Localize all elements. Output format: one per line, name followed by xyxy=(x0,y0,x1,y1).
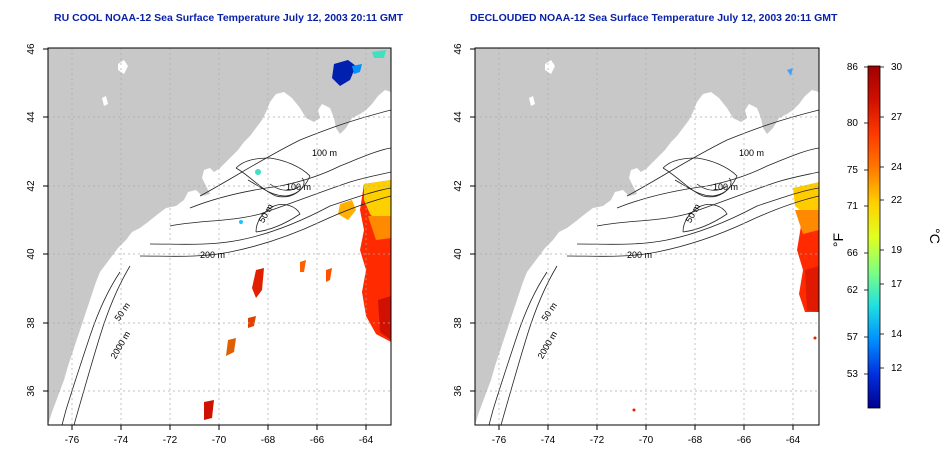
lon-tick-label: -70 xyxy=(212,435,227,446)
c-tick-label: 14 xyxy=(891,329,903,340)
left-grid xyxy=(48,48,391,425)
c-tick-label: 24 xyxy=(891,162,903,173)
lat-tick-label: 44 xyxy=(26,111,37,123)
lon-tick-label: -74 xyxy=(541,435,556,446)
lat-tick-label: 46 xyxy=(26,43,37,55)
lon-tick-label: -70 xyxy=(639,435,654,446)
right-map: 100 m 100 m 50 m 200 m 50 m 2000 m -76 -… xyxy=(453,43,820,446)
f-tick-label: 57 xyxy=(847,332,859,343)
isobath-contours xyxy=(488,109,819,425)
right-grid xyxy=(475,48,819,425)
left-tick-marks xyxy=(43,48,367,430)
lon-tick-label: -76 xyxy=(492,435,507,446)
f-tick-label: 66 xyxy=(847,248,859,259)
c-tick-label: 27 xyxy=(891,112,903,123)
lon-tick-label: -72 xyxy=(590,435,605,446)
left-lat-labels: 36 38 40 42 44 46 xyxy=(26,43,37,397)
lat-tick-label: 44 xyxy=(453,111,464,123)
lat-tick-label: 38 xyxy=(26,317,37,329)
sst-patches xyxy=(204,50,391,420)
lon-tick-label: -64 xyxy=(359,435,374,446)
lat-tick-label: 46 xyxy=(453,43,464,55)
colorbar-gradient xyxy=(867,65,881,409)
right-tick-marks xyxy=(470,48,794,430)
f-tick-label: 80 xyxy=(847,118,859,129)
lat-tick-label: 36 xyxy=(453,385,464,397)
lat-tick-label: 42 xyxy=(453,180,464,192)
c-tick-label: 19 xyxy=(891,245,903,256)
lat-tick-label: 42 xyxy=(26,180,37,192)
c-tick-label: 12 xyxy=(891,363,903,374)
left-lon-labels: -76 -74 -72 -70 -68 -66 -64 xyxy=(65,435,374,446)
land-mass xyxy=(475,48,819,425)
f-tick-label: 62 xyxy=(847,285,859,296)
f-tick-label: 75 xyxy=(847,165,859,176)
c-tick-label: 17 xyxy=(891,279,903,290)
lat-tick-label: 38 xyxy=(453,317,464,329)
lon-tick-label: -66 xyxy=(737,435,752,446)
contour-label: 100 m xyxy=(739,148,764,158)
f-tick-label: 86 xyxy=(847,62,859,73)
right-lon-labels: -76 -74 -72 -70 -68 -66 -64 xyxy=(492,435,801,446)
right-map-title: DECLOUDED NOAA-12 Sea Surface Temperatur… xyxy=(470,12,838,24)
contour-label: 200 m xyxy=(627,250,652,260)
left-map-title: RU COOL NOAA-12 Sea Surface Temperature … xyxy=(54,12,404,24)
lat-tick-label: 40 xyxy=(453,248,464,260)
lat-tick-label: 36 xyxy=(26,385,37,397)
fahrenheit-ticks: 86 80 75 71 66 62 57 53 xyxy=(847,62,859,380)
land-mass xyxy=(48,48,391,425)
lat-tick-label: 40 xyxy=(26,248,37,260)
lon-tick-label: -72 xyxy=(163,435,178,446)
right-map-frame xyxy=(474,47,820,426)
lon-tick-label: -74 xyxy=(114,435,129,446)
lon-tick-label: -68 xyxy=(261,435,276,446)
isobath-contours xyxy=(61,109,391,425)
c-tick-label: 22 xyxy=(891,195,903,206)
contour-label: 200 m xyxy=(200,250,225,260)
celsius-ticks: 30 27 24 22 19 17 14 12 xyxy=(891,62,903,374)
f-tick-label: 71 xyxy=(847,201,859,212)
contour-label: 100 m xyxy=(713,182,738,192)
colorbar: 86 80 75 71 66 62 57 53 30 27 24 22 19 1… xyxy=(830,62,943,409)
lon-tick-label: -76 xyxy=(65,435,80,446)
sst-patches xyxy=(632,68,819,412)
right-lat-labels: 36 38 40 42 44 46 xyxy=(453,43,464,397)
fahrenheit-unit-label: °F xyxy=(830,233,846,247)
celsius-unit-label: °C xyxy=(927,228,943,244)
contour-label: 100 m xyxy=(312,148,337,158)
left-map: 100 m 100 m 50 m 200 m 50 m 2000 m -76 -… xyxy=(26,43,392,446)
lon-tick-label: -68 xyxy=(688,435,703,446)
lon-tick-label: -66 xyxy=(310,435,325,446)
c-tick-label: 30 xyxy=(891,62,903,73)
f-tick-label: 53 xyxy=(847,369,859,380)
lon-tick-label: -64 xyxy=(786,435,801,446)
contour-label: 100 m xyxy=(286,182,311,192)
